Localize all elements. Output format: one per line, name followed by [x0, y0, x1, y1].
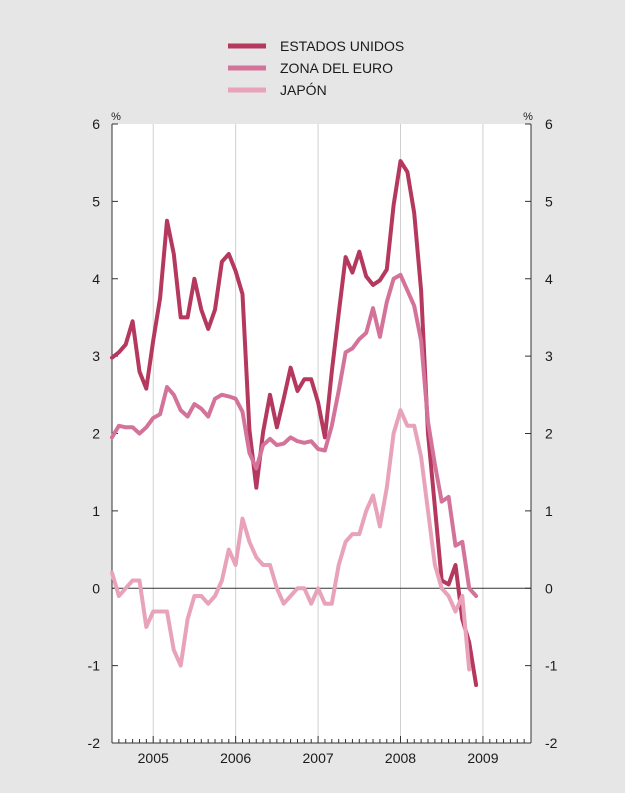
legend: ESTADOS UNIDOS ZONA DEL EURO JAPÓN: [228, 38, 404, 98]
y-tick-label-left: -1: [88, 658, 101, 674]
y-tick-label-right: -1: [545, 658, 558, 674]
series-line-estados-unidos: [110, 159, 479, 687]
y-tick-label-right: 0: [545, 580, 553, 596]
x-tick-label: 2005: [138, 750, 169, 766]
y-tick-label-left: 2: [92, 426, 100, 442]
gridlines: [152, 124, 484, 743]
y-tick-label-left: 4: [92, 271, 100, 287]
y-tick-label-right: 5: [545, 193, 553, 209]
y-tick-label-left: -2: [88, 735, 101, 751]
y-tick-label-right: 6: [545, 116, 553, 132]
y-tick-label-right: 3: [545, 348, 553, 364]
legend-label: JAPÓN: [280, 82, 327, 98]
x-tick-label: 2006: [220, 750, 251, 766]
legend-label: ZONA DEL EURO: [280, 60, 393, 76]
y-tick-label-right: -2: [545, 735, 558, 751]
y-tick-label-right: 2: [545, 426, 553, 442]
y-tick-label-right: 4: [545, 271, 553, 287]
series-line-zona-del-euro: [110, 272, 479, 598]
y-tick-label-left: 5: [92, 193, 100, 209]
x-tick-label: 2007: [303, 750, 334, 766]
plot-area: [112, 124, 531, 743]
legend-label: ESTADOS UNIDOS: [280, 38, 404, 54]
y-tick-label-left: 6: [92, 116, 100, 132]
x-tick-label: 2008: [385, 750, 416, 766]
series-lines: [110, 159, 479, 687]
y-tick-label-right: 1: [545, 503, 553, 519]
y-axis-unit-left: %: [111, 111, 121, 123]
y-tick-label-left: 0: [92, 580, 100, 596]
y-tick-label-left: 1: [92, 503, 100, 519]
y-tick-label-left: 3: [92, 348, 100, 364]
series-line-japon: [110, 408, 472, 672]
x-tick-label: 2009: [467, 750, 498, 766]
axes: -2 -2 -1 -1 0 0 1 1 2 2 3 3 4 4 5 5 6 6% % 2005 2006 2007 2008…: [88, 111, 558, 766]
y-axis-unit-right: %: [523, 111, 533, 123]
